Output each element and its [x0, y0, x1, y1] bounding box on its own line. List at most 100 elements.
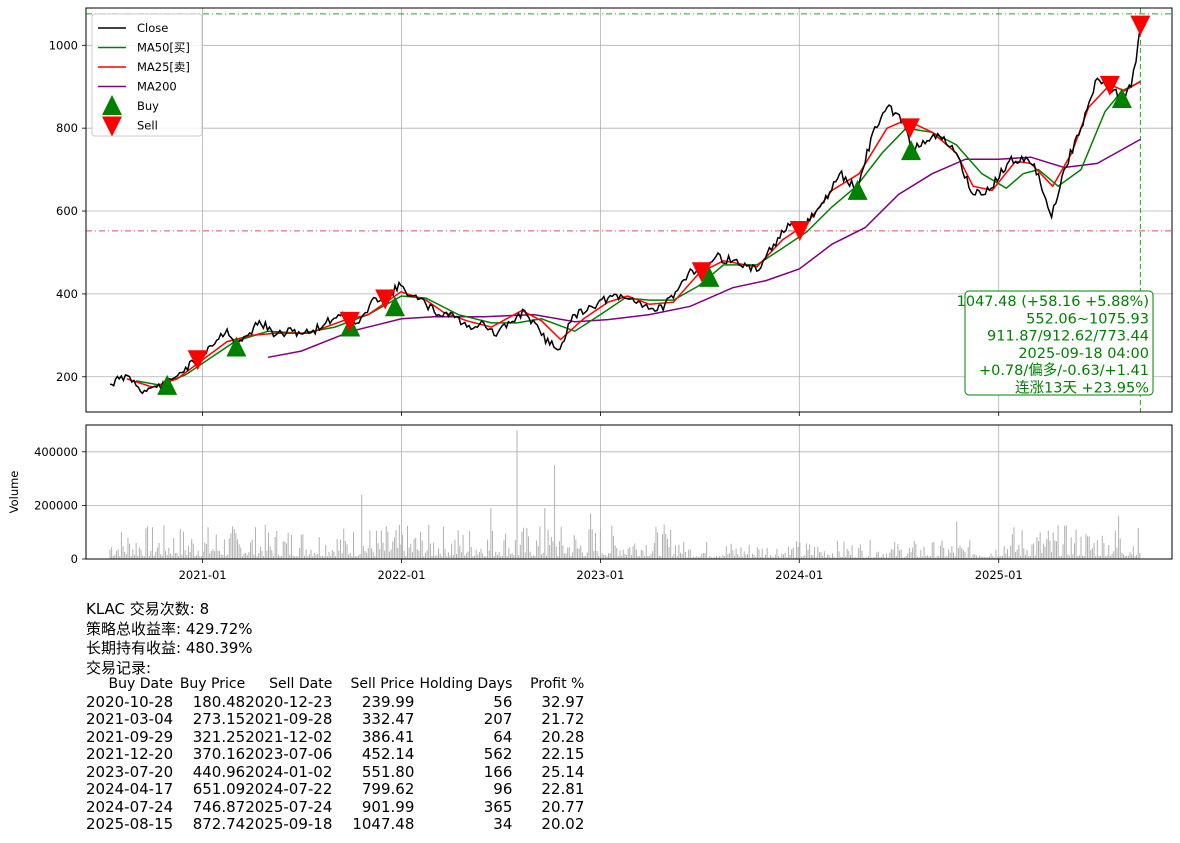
volume-bar — [660, 556, 662, 559]
volume-bar — [921, 556, 923, 559]
volume-bar — [577, 548, 579, 559]
volume-bar — [975, 555, 977, 559]
volume-bar — [400, 544, 402, 559]
volume-bar — [284, 541, 286, 559]
table-cell: 166 — [483, 762, 513, 781]
volume-bar — [964, 551, 966, 559]
volume-bar — [268, 532, 270, 559]
volume-bar — [864, 557, 866, 559]
volume-bar — [1041, 553, 1043, 559]
volume-bar — [143, 556, 145, 559]
volume-bar — [789, 554, 791, 559]
volume-bar — [1020, 555, 1022, 559]
legend-label: Close — [137, 21, 168, 35]
volume-bar — [748, 544, 750, 559]
volume-bar — [464, 555, 466, 559]
volume-bar — [841, 556, 843, 559]
volume-bar — [423, 556, 425, 559]
volume-bar — [169, 553, 171, 559]
volume-bar — [338, 550, 340, 559]
volume-bar — [622, 549, 624, 559]
volume-bar — [867, 556, 869, 559]
volume-bar — [647, 556, 649, 559]
volume-bar — [630, 555, 632, 559]
volume-bar — [389, 551, 391, 559]
volume-bar — [655, 526, 657, 559]
volume-bar — [1008, 556, 1010, 559]
volume-bar — [521, 531, 523, 559]
volume-bar — [354, 556, 356, 559]
volume-bar — [129, 543, 131, 559]
volume-bar — [138, 547, 140, 559]
volume-bar — [930, 556, 932, 559]
volume-bar — [235, 533, 237, 559]
table-row: 2021-03-04 273.15 2021-09-28 332.47 207 21.72 — [86, 710, 584, 729]
strategy-return: 策略总收益率: 429.72% — [86, 619, 253, 638]
volume-bar — [608, 553, 610, 559]
volume-bar — [431, 555, 433, 559]
buy-hold-return: 长期持有收益: 480.39% — [86, 639, 253, 657]
table-cell: 562 — [483, 745, 513, 763]
volume-bar — [949, 552, 951, 559]
volume-bar — [313, 553, 315, 559]
volume-bar — [1029, 555, 1031, 559]
volume-bar — [673, 553, 675, 559]
volume-bar — [460, 552, 462, 559]
volume-bar — [810, 554, 812, 559]
volume-bar — [446, 556, 448, 559]
legend-swatch-buy — [102, 95, 122, 115]
volume-bar — [1039, 532, 1041, 559]
volume-bar — [686, 557, 688, 559]
volume-bar — [598, 556, 600, 559]
volume-bar — [181, 554, 183, 559]
info-box: 1047.48 (+58.16 +5.88%)552.06~1075.93 911… — [957, 290, 1154, 397]
volume-bar — [506, 556, 508, 559]
buy-marker — [226, 336, 247, 357]
volume-bar — [403, 551, 405, 559]
volume-bar — [895, 556, 897, 559]
volume-bar — [127, 537, 129, 559]
volume-bar — [217, 550, 219, 559]
table-cell: 180.48 — [192, 692, 246, 711]
volume-bar — [537, 546, 539, 559]
volume-bar — [585, 555, 587, 559]
volume-bar — [153, 555, 155, 559]
volume-bar — [1082, 555, 1084, 559]
volume-bar — [642, 550, 644, 559]
volume-bar — [439, 553, 441, 559]
volume-bar — [295, 556, 297, 559]
volume-bar — [189, 551, 191, 559]
volume-bar — [825, 557, 827, 559]
volume-bar — [212, 549, 214, 559]
volume-bar — [271, 550, 273, 559]
sell-marker — [375, 289, 396, 310]
volume-bar — [719, 556, 721, 559]
volume-bar — [526, 527, 528, 559]
volume-bar — [787, 547, 789, 559]
volume-bar — [361, 494, 363, 559]
volume-bar — [335, 556, 337, 559]
volume-bar — [727, 554, 729, 559]
volume-bar — [509, 554, 511, 559]
volume-bar — [720, 557, 722, 559]
volume-bar — [1047, 530, 1049, 559]
volume-bar — [1036, 537, 1038, 559]
volume-bar — [369, 530, 371, 559]
volume-bar — [245, 552, 247, 559]
volume-bar — [364, 551, 366, 559]
info-box-line: +0.78/偏多/-0.63/+1.41 — [979, 362, 1149, 379]
volume-bar — [326, 556, 328, 559]
volume-bar — [740, 547, 742, 559]
volume-bar — [1121, 553, 1123, 559]
volume-bar — [161, 555, 163, 559]
volume-bar — [514, 540, 516, 559]
volume-bar — [480, 549, 482, 559]
table-cell: 2024-01-02 — [245, 762, 333, 781]
volume-bar — [207, 527, 209, 559]
volume-bar — [1075, 529, 1077, 559]
table-cell: 96 — [493, 780, 513, 798]
volume-bar — [869, 539, 871, 559]
volume-bar — [1055, 541, 1057, 559]
volume-bar — [387, 531, 389, 559]
volume-bar — [822, 555, 824, 559]
